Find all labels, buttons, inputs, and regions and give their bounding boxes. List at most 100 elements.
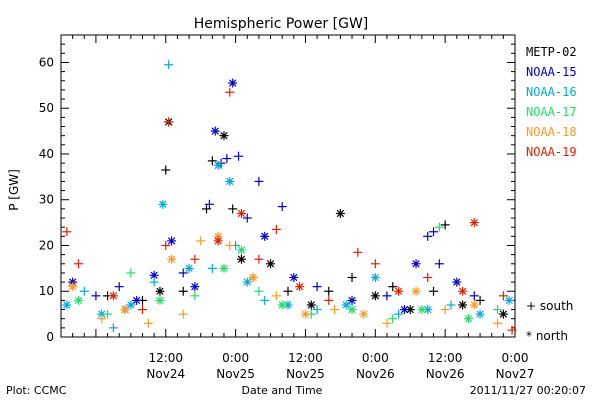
series-noaa-18 (68, 231, 503, 328)
north-point (411, 286, 421, 296)
south-point (178, 268, 188, 278)
north-point (469, 218, 479, 228)
x-tick-time-label: 12:00 (148, 351, 183, 365)
north-point (120, 305, 130, 315)
south-point (254, 254, 264, 264)
legend-item-metp-02: METP-02 (526, 45, 577, 59)
south-point (161, 240, 171, 250)
y-tick-label: 50 (39, 101, 54, 115)
y-tick-label: 60 (39, 55, 54, 69)
north-point (210, 126, 220, 136)
north-point (236, 208, 246, 218)
south-point (312, 305, 322, 315)
north-point (417, 305, 427, 315)
y-axis: 0 10 20 30 40 50 60 (39, 43, 515, 344)
north-point (370, 273, 380, 283)
north-point (126, 300, 136, 310)
north-point (149, 270, 159, 280)
x-axis-label: Date and Time (242, 384, 323, 397)
south-point (190, 254, 200, 264)
south-point (423, 273, 433, 283)
north-point (335, 208, 345, 218)
marker-legend: + south * north (526, 299, 573, 343)
south-point (254, 176, 264, 186)
x-tick-date-label: Nov25 (216, 367, 255, 381)
north-point (452, 277, 462, 287)
south-point (440, 220, 450, 230)
north-point (248, 273, 258, 283)
south-point (103, 309, 113, 319)
legend-item-noaa-19: NOAA-19 (526, 145, 577, 159)
south-point (164, 117, 174, 127)
south-point (207, 156, 217, 166)
north-point (469, 300, 479, 310)
north-point (411, 259, 421, 269)
south-point (370, 259, 380, 269)
north-point (228, 78, 238, 88)
legend-item-noaa-18: NOAA-18 (526, 125, 577, 139)
marker-legend-north: * north (526, 329, 568, 343)
chart-title: Hemispheric Power [GW] (194, 16, 369, 32)
south-point (271, 291, 281, 301)
south-point (234, 151, 244, 161)
south-point (225, 87, 235, 97)
south-point (242, 213, 252, 223)
north-point (295, 282, 305, 292)
south-point (91, 291, 101, 301)
x-tick-time-label: 12:00 (428, 351, 463, 365)
x-tick-time-label: 12:00 (288, 351, 323, 365)
north-point (475, 309, 485, 319)
south-point (196, 236, 206, 246)
south-point (434, 222, 444, 232)
south-point (469, 291, 479, 301)
south-point (149, 277, 159, 287)
y-tick-label: 40 (39, 147, 54, 161)
south-point (228, 204, 238, 214)
south-point (143, 318, 153, 328)
north-point (370, 291, 380, 301)
north-point (399, 305, 409, 315)
south-point (446, 300, 456, 310)
north-point (167, 236, 177, 246)
series-noaa-17 (73, 222, 503, 324)
north-point (277, 300, 287, 310)
x-tick-date-label: Nov26 (426, 367, 465, 381)
north-point (155, 295, 165, 305)
north-point (347, 295, 357, 305)
south-point (283, 286, 293, 296)
north-point (213, 160, 223, 170)
north-point (394, 286, 404, 296)
south-point (178, 309, 188, 319)
north-point (132, 295, 142, 305)
north-point (236, 245, 246, 255)
north-point (73, 295, 83, 305)
south-point (225, 240, 235, 250)
south-point (493, 305, 503, 315)
south-point (164, 60, 174, 70)
north-point (155, 286, 165, 296)
south-point (382, 291, 392, 301)
x-tick-date-label: Nov26 (356, 367, 395, 381)
north-point (184, 263, 194, 273)
legend-item-noaa-16: NOAA-16 (526, 85, 577, 99)
south-point (312, 282, 322, 292)
north-point (108, 291, 118, 301)
north-point (68, 282, 78, 292)
south-point (254, 286, 264, 296)
legend-item-noaa-15: NOAA-15 (526, 65, 577, 79)
north-point (504, 295, 514, 305)
north-point (306, 300, 316, 310)
x-tick-time-label: 0:00 (362, 351, 389, 365)
north-point (347, 305, 357, 315)
x-tick-time-label: 0:00 (502, 351, 529, 365)
south-point (271, 224, 281, 234)
south-point (498, 291, 508, 301)
south-point (429, 227, 439, 237)
south-point (434, 259, 444, 269)
south-point (204, 199, 214, 209)
north-point (225, 176, 235, 186)
series-metp-02 (103, 117, 508, 319)
north-point (498, 309, 508, 319)
y-tick-label: 30 (39, 193, 54, 207)
south-point (161, 165, 171, 175)
